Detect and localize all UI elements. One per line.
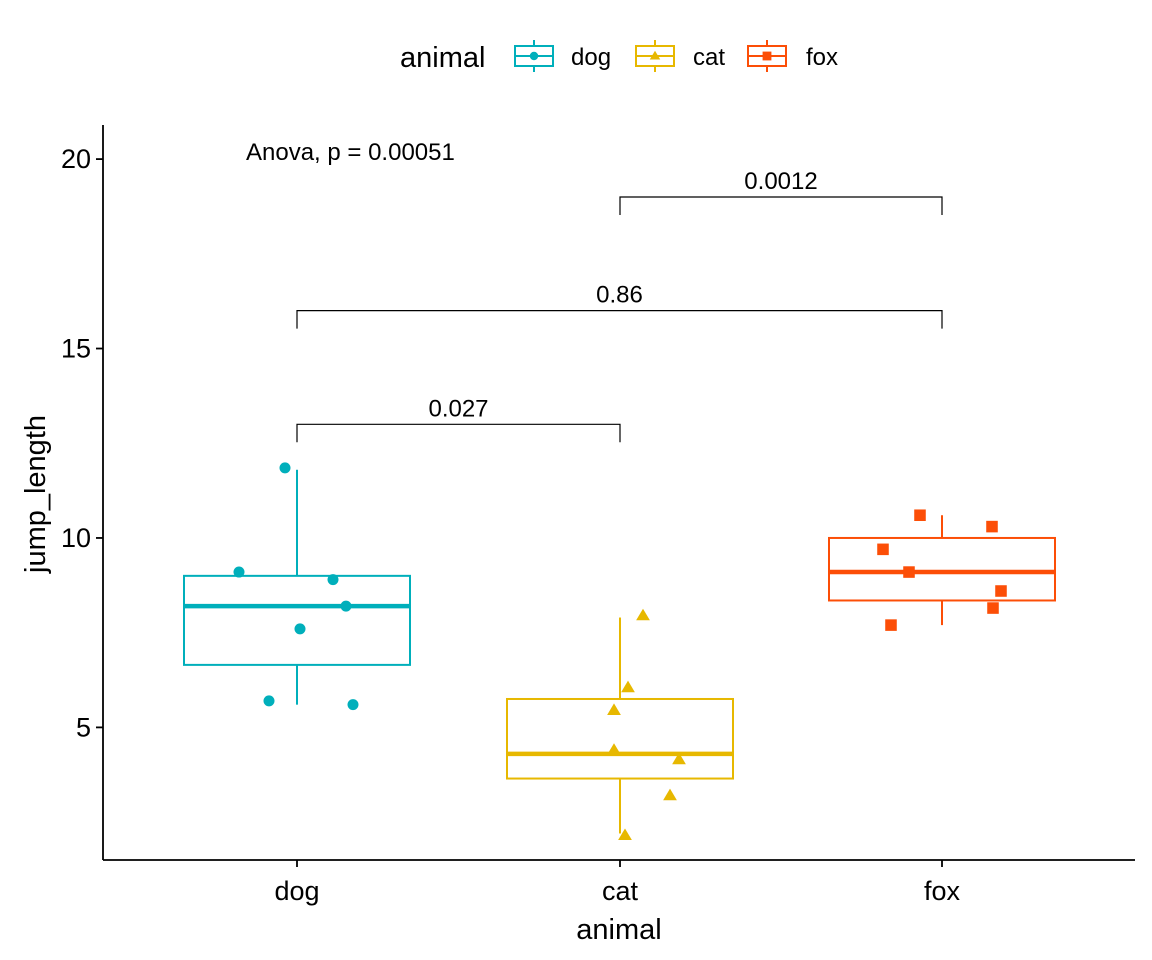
- x-tick-label: fox: [924, 876, 961, 906]
- bracket-line: [296, 423, 621, 443]
- data-point-fox: [903, 566, 915, 578]
- legend-key-marker: [762, 51, 772, 61]
- data-point-dog: [279, 462, 291, 474]
- data-point-dog: [327, 574, 339, 586]
- data-point-fox: [986, 520, 998, 533]
- data-point-fox: [987, 602, 999, 614]
- y-axis-title: jump_length: [20, 415, 52, 574]
- data-point-fox: [877, 543, 889, 556]
- x-tick-label: dog: [274, 876, 319, 906]
- data-point-cat: [672, 752, 686, 765]
- p-value-label: 0.0012: [744, 168, 817, 195]
- data-point-cat: [618, 828, 632, 840]
- data-point-cat: [636, 608, 650, 621]
- y-tick-label: 15: [61, 334, 91, 364]
- data-point-dog: [347, 699, 359, 711]
- comparison-bracket: 0.86: [296, 282, 943, 329]
- legend-label: dog: [571, 44, 611, 71]
- data-point-cat: [607, 703, 621, 715]
- box-fox: [828, 509, 1056, 631]
- bracket-line: [619, 196, 943, 215]
- x-axis: dog cat fox: [103, 859, 1135, 906]
- legend-label: fox: [806, 44, 838, 71]
- data-point-cat: [621, 680, 635, 693]
- box-dog: [183, 462, 411, 711]
- data-point-dog: [340, 600, 352, 612]
- bracket-line: [296, 310, 943, 329]
- comparison-bracket: 0.0012: [619, 168, 943, 215]
- comparison-bracket: 0.027: [296, 395, 621, 443]
- p-value-label: 0.027: [428, 395, 488, 422]
- legend-label: cat: [693, 44, 725, 71]
- box-iqr: [183, 574, 411, 666]
- box-iqr: [506, 697, 734, 780]
- legend-item-dog: dog: [514, 40, 611, 72]
- y-axis: 5 10 15 20: [61, 125, 104, 860]
- data-point-fox: [885, 619, 897, 631]
- data-point-dog: [233, 566, 245, 578]
- data-point-cat: [607, 743, 621, 755]
- box-cat: [506, 608, 734, 840]
- y-tick-label: 10: [61, 523, 91, 553]
- legend-item-fox: fox: [747, 40, 838, 72]
- x-tick-label: cat: [602, 876, 639, 906]
- data-point-cat: [663, 788, 677, 801]
- anova-label: Anova, p = 0.00051: [246, 139, 455, 166]
- data-point-fox: [995, 585, 1007, 597]
- legend: animal dog cat fox: [400, 40, 838, 74]
- x-axis-title: animal: [576, 914, 661, 946]
- plot-area: 0.027 0.86 0.0012: [183, 168, 1056, 840]
- legend-key-marker: [529, 51, 539, 61]
- y-tick-label: 5: [76, 712, 91, 742]
- data-point-dog: [263, 695, 275, 707]
- box-iqr: [828, 536, 1056, 602]
- p-value-label: 0.86: [596, 282, 643, 309]
- data-point-fox: [914, 509, 926, 522]
- legend-key-marker: [649, 50, 661, 60]
- y-tick-label: 20: [61, 144, 91, 174]
- data-point-dog: [294, 623, 306, 635]
- legend-title: animal: [400, 42, 485, 74]
- legend-item-cat: cat: [635, 40, 725, 72]
